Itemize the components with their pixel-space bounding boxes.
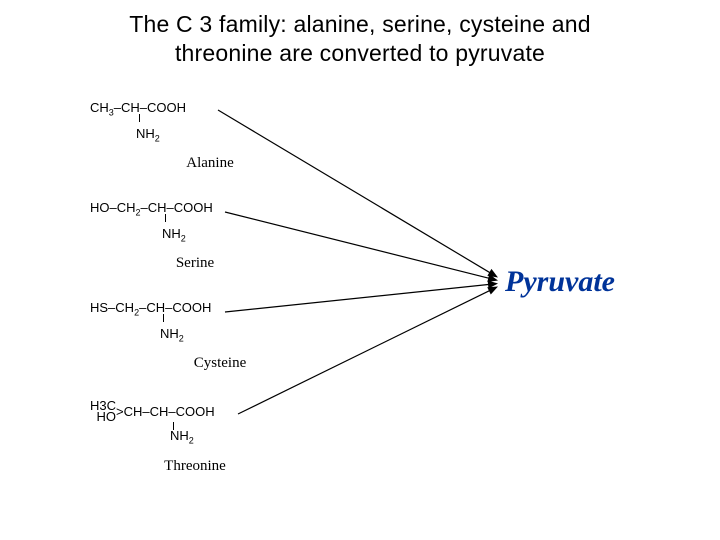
threonine-label: Threonine (70, 458, 320, 475)
alanine-bond (139, 114, 140, 122)
title-line-2: threonine are converted to pyruvate (175, 40, 545, 66)
slide: The C 3 family: alanine, serine, cystein… (0, 0, 720, 540)
threonine-formula-line2: NH2 (170, 428, 320, 446)
slide-title: The C 3 family: alanine, serine, cystein… (0, 10, 720, 68)
cysteine-formula-line1: HS–CH2–CH–COOH (90, 300, 320, 318)
alanine-label: Alanine (100, 155, 320, 172)
serine-formula-line1: HO–CH2–CH–COOH (90, 200, 320, 218)
cysteine-label: Cysteine (120, 355, 320, 372)
threonine-bond (173, 422, 174, 430)
title-line-1: The C 3 family: alanine, serine, cystein… (129, 11, 591, 37)
amino-acid-alanine: CH3–CH–COOH NH2 Alanine (90, 100, 320, 172)
serine-label: Serine (70, 255, 320, 272)
threonine-formula-line1: H3C HO >CH–CH–COOH (90, 400, 320, 422)
alanine-formula-line2: NH2 (136, 126, 320, 144)
serine-formula-line2: NH2 (162, 226, 320, 244)
cysteine-formula-line2: NH2 (160, 326, 320, 344)
serine-bond (165, 214, 166, 222)
threonine-bot-frag: HO (97, 409, 117, 424)
amino-acid-cysteine: HS–CH2–CH–COOH NH2 Cysteine (90, 300, 320, 372)
threonine-rest-frag: >CH–CH–COOH (116, 404, 215, 419)
alanine-formula-line1: CH3–CH–COOH (90, 100, 320, 118)
amino-acid-serine: HO–CH2–CH–COOH NH2 Serine (90, 200, 320, 272)
product-pyruvate: Pyruvate (505, 265, 615, 299)
cysteine-bond (163, 314, 164, 322)
amino-acid-threonine: H3C HO >CH–CH–COOH NH2 Threonine (90, 400, 320, 475)
